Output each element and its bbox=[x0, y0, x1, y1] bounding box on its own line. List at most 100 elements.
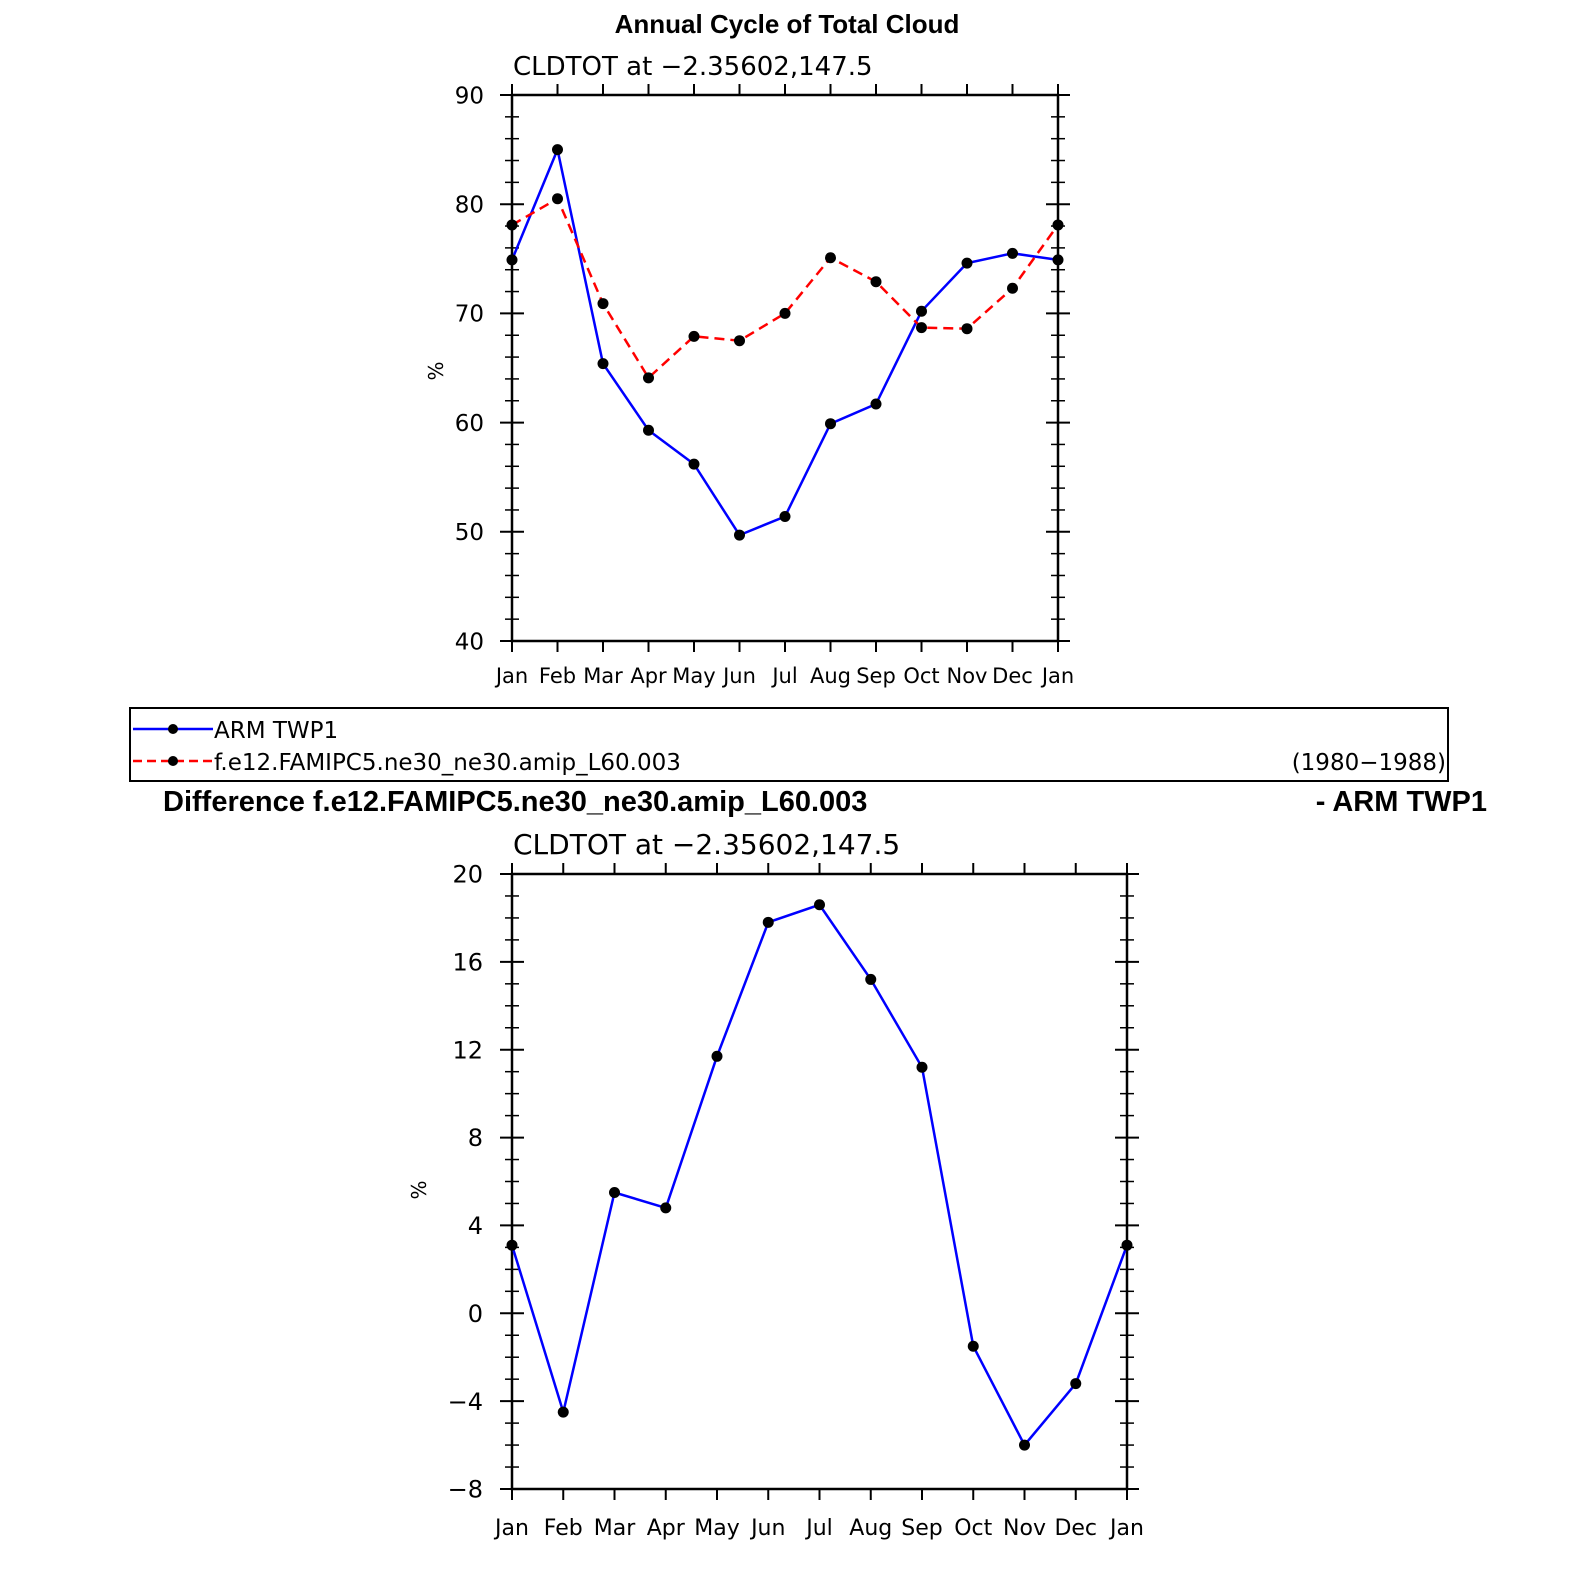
data-point-series-0 bbox=[865, 973, 877, 985]
series-line-1 bbox=[511, 196, 1060, 380]
data-point-series-1 bbox=[961, 323, 973, 335]
x-tick-label: Jan bbox=[1040, 664, 1074, 688]
legend-swatch-model-marker bbox=[168, 756, 178, 766]
data-point-series-1 bbox=[825, 252, 836, 264]
legend: ARM TWP1 f.e12.FAMIPC5.ne30_ne30.amip_L6… bbox=[129, 707, 1449, 782]
data-point-series-0 bbox=[916, 305, 927, 317]
data-point-series-1 bbox=[552, 193, 563, 205]
top-chart-subtitle: CLDTOT at −2.35602,147.5 bbox=[513, 52, 873, 82]
top-chart: CLDTOT at −2.35602,147.5 % Jan Feb Mar Apr M… bbox=[424, 52, 1074, 688]
series-line-0 bbox=[510, 145, 1059, 537]
data-point-series-1 bbox=[643, 372, 654, 384]
data-point-series-0 bbox=[1019, 1439, 1030, 1451]
data-point-series-0 bbox=[557, 1406, 569, 1418]
difference-title-suffix: - ARM TWP1 bbox=[1316, 786, 1487, 818]
legend-period: (1980−1988) bbox=[1292, 750, 1446, 776]
x-tick-label: Apr bbox=[630, 664, 667, 688]
data-point-series-0 bbox=[870, 398, 882, 410]
y-tick-label: 70 bbox=[455, 302, 484, 328]
data-point-series-1 bbox=[506, 219, 518, 231]
y-tick-label: 90 bbox=[455, 83, 484, 109]
data-point-series-0 bbox=[552, 144, 563, 156]
x-tick-label: Nov bbox=[947, 664, 988, 688]
legend-swatch-arm-marker bbox=[168, 724, 178, 734]
bottom-chart: CLDTOT at −2.35602,147.5 % Jan Feb Mar Apr M… bbox=[407, 828, 1144, 1541]
data-point-series-0 bbox=[825, 418, 836, 430]
x-tick-label: Aug bbox=[849, 1516, 892, 1541]
x-tick-label: Jan bbox=[493, 1516, 529, 1541]
data-point-series-1 bbox=[916, 322, 927, 334]
y-tick-label: 50 bbox=[455, 520, 484, 546]
x-tick-label: Jul bbox=[804, 1516, 833, 1541]
y-tick-label: 4 bbox=[468, 1212, 483, 1240]
x-tick-label: Dec bbox=[1054, 1516, 1097, 1541]
y-tick-label: 0 bbox=[468, 1300, 483, 1328]
x-tick-label: May bbox=[672, 664, 715, 688]
data-point-series-0 bbox=[1007, 247, 1018, 259]
x-tick-label: Nov bbox=[1003, 1516, 1046, 1541]
data-point-series-1 bbox=[734, 335, 745, 347]
x-tick-label: Oct bbox=[954, 1516, 992, 1541]
data-point-series-0 bbox=[506, 254, 518, 266]
y-tick-label: 20 bbox=[452, 861, 483, 889]
data-point-series-0 bbox=[1070, 1378, 1082, 1390]
plot-frame bbox=[510, 93, 1060, 643]
legend-box bbox=[129, 707, 1449, 782]
x-tick-label: Jul bbox=[770, 664, 797, 688]
main-title: Annual Cycle of Total Cloud bbox=[615, 9, 960, 39]
y-tick-label: 80 bbox=[455, 192, 484, 218]
x-tick-label: Mar bbox=[583, 664, 623, 688]
x-tick-label: Jun bbox=[721, 664, 756, 688]
x-tick-label: Feb bbox=[544, 1516, 583, 1541]
x-tick-label: Jan bbox=[494, 664, 528, 688]
data-point-series-0 bbox=[506, 1239, 518, 1251]
data-point-series-0 bbox=[711, 1050, 723, 1062]
legend-label-model: f.e12.FAMIPC5.ne30_ne30.amip_L60.003 bbox=[214, 750, 681, 776]
y-tick-label: 60 bbox=[455, 411, 484, 437]
y-tick-label: −4 bbox=[448, 1388, 483, 1416]
data-point-series-0 bbox=[762, 916, 774, 928]
data-point-series-0 bbox=[1121, 1239, 1133, 1251]
data-point-series-0 bbox=[779, 511, 791, 523]
x-tick-label: Aug bbox=[810, 664, 851, 688]
y-tick-label: 8 bbox=[468, 1124, 483, 1152]
x-tick-label: Sep bbox=[901, 1516, 942, 1541]
data-point-series-1 bbox=[1007, 282, 1018, 294]
x-tick-label: May bbox=[694, 1516, 739, 1541]
data-point-series-1 bbox=[1052, 219, 1064, 231]
y-tick-label: −8 bbox=[448, 1476, 483, 1504]
y-tick-label: 12 bbox=[452, 1036, 483, 1064]
y-tick-label: 40 bbox=[455, 629, 484, 655]
data-point-series-0 bbox=[961, 257, 973, 269]
difference-title: Difference f.e12.FAMIPC5.ne30_ne30.amip_… bbox=[163, 786, 867, 818]
data-point-series-1 bbox=[870, 276, 882, 288]
data-point-series-1 bbox=[688, 330, 700, 342]
data-point-series-0 bbox=[967, 1340, 979, 1352]
data-point-series-1 bbox=[779, 307, 791, 319]
x-tick-label: Apr bbox=[647, 1516, 686, 1541]
x-tick-label: Jun bbox=[749, 1516, 785, 1541]
x-tick-label: Sep bbox=[856, 664, 896, 688]
data-point-series-1 bbox=[597, 298, 609, 310]
bottom-chart-subtitle: CLDTOT at −2.35602,147.5 bbox=[513, 828, 900, 861]
x-tick-label: Oct bbox=[903, 664, 939, 688]
top-chart-ylabel: % bbox=[424, 361, 448, 380]
data-point-series-0 bbox=[916, 1061, 928, 1073]
data-point-series-0 bbox=[814, 899, 825, 911]
data-point-series-0 bbox=[660, 1202, 672, 1214]
bottom-chart-ylabel: % bbox=[407, 1180, 431, 1199]
x-tick-label: Feb bbox=[539, 664, 576, 688]
y-tick-label: 16 bbox=[452, 948, 483, 976]
legend-label-arm: ARM TWP1 bbox=[214, 718, 338, 744]
data-point-series-0 bbox=[609, 1186, 620, 1198]
data-point-series-0 bbox=[734, 529, 745, 541]
x-tick-label: Dec bbox=[992, 664, 1033, 688]
plot-frame bbox=[510, 872, 1129, 1491]
data-point-series-0 bbox=[597, 358, 609, 370]
data-point-series-0 bbox=[1052, 254, 1064, 266]
series-line-0 bbox=[510, 903, 1129, 1448]
data-point-series-0 bbox=[688, 458, 700, 470]
x-tick-label: Mar bbox=[594, 1516, 636, 1541]
data-point-series-0 bbox=[643, 424, 654, 436]
